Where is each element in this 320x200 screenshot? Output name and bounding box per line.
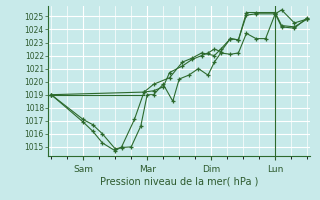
X-axis label: Pression niveau de la mer( hPa ): Pression niveau de la mer( hPa ) xyxy=(100,177,258,187)
